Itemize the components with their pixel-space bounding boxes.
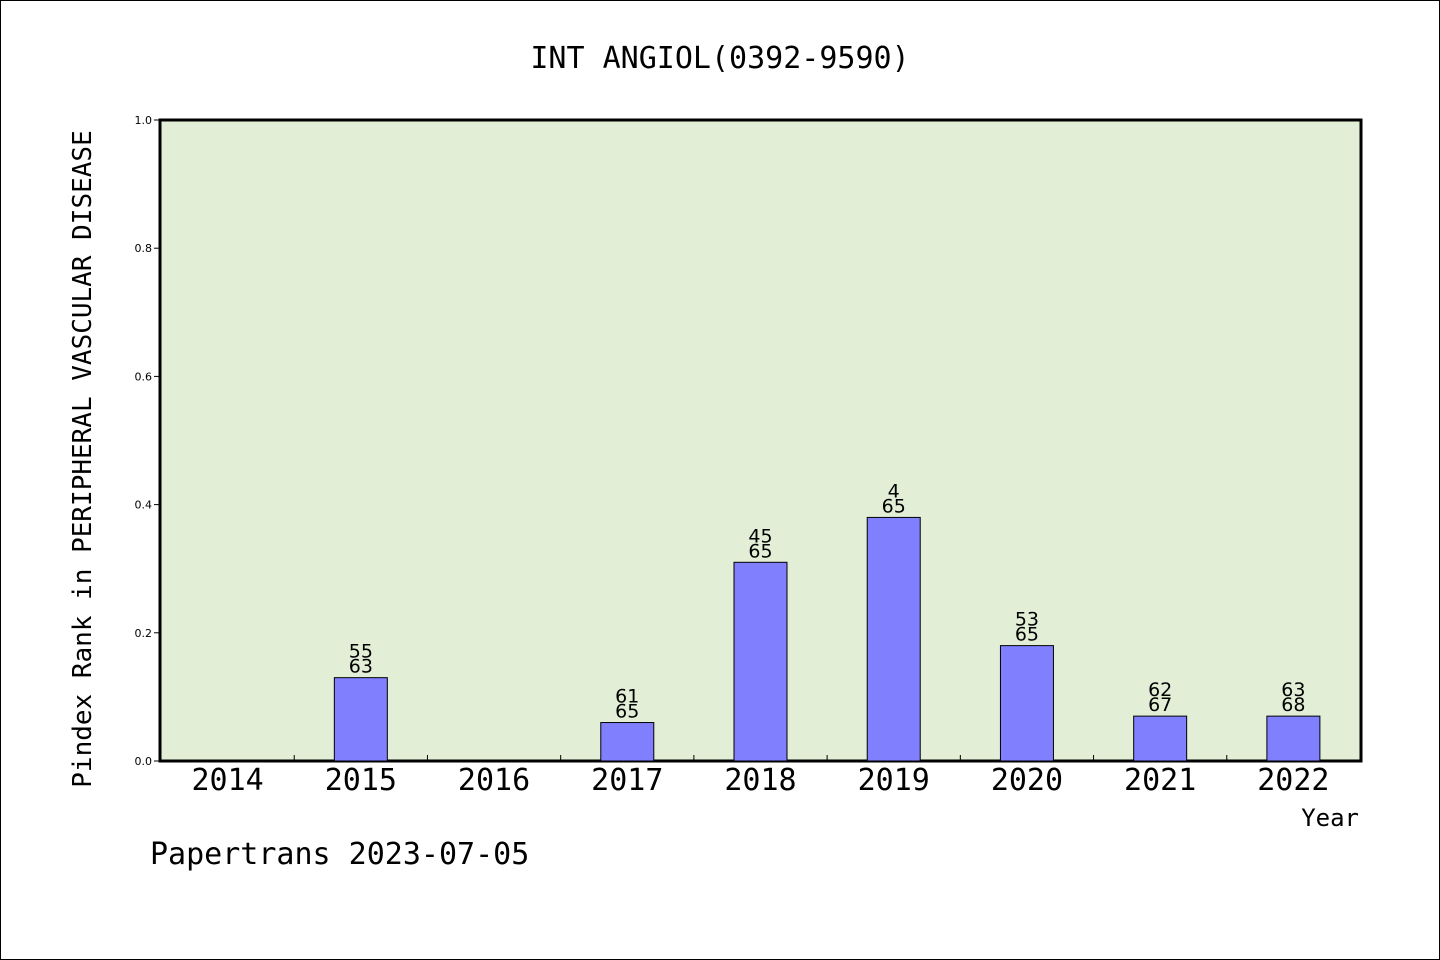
bar (999, 645, 1054, 762)
bar-rank-label: 61 (615, 686, 639, 708)
bar (333, 677, 388, 762)
x-tick-label: 2018 (724, 763, 796, 798)
y-tick-label: 0.2 (135, 627, 153, 640)
bar-total-label: 63 (349, 656, 373, 678)
x-tick-label: 2014 (191, 763, 263, 798)
bar-rank-label: 63 (1281, 679, 1305, 701)
x-tick-label: 2016 (458, 763, 530, 798)
x-axis-label: Year (1301, 804, 1359, 832)
bar-total-label: 65 (748, 540, 772, 562)
bar-total-label: 67 (1148, 694, 1172, 716)
x-tick-label: 2017 (591, 763, 663, 798)
bar-total-label: 65 (1015, 624, 1039, 646)
bar-rank-label: 45 (748, 525, 772, 547)
x-tick-label: 2015 (325, 763, 397, 798)
footer-text: Papertrans 2023-07-05 (150, 837, 529, 872)
bar-rank-label: 55 (349, 641, 373, 663)
bar (866, 516, 921, 762)
bar-rank-label: 62 (1148, 679, 1172, 701)
y-tick-label: 0.8 (135, 242, 153, 255)
y-axis-label: Pindex Rank in PERIPHERAL VASCULAR DISEA… (68, 130, 98, 787)
x-axis: 2014 2015 2016 2017 2018 2019 2020 2021 2022 (191, 755, 1330, 798)
bar-total-label: 65 (615, 701, 639, 723)
x-tick-label: 2020 (991, 763, 1063, 798)
bars (333, 516, 1321, 762)
x-tick-label: 2021 (1124, 763, 1196, 798)
bar-rank-label: 4 (888, 480, 900, 502)
y-tick-label: 0.0 (135, 755, 153, 768)
bar (733, 561, 788, 762)
y-tick-label: 0.6 (135, 370, 153, 383)
bar (600, 722, 655, 762)
y-tick-label: 1.0 (135, 114, 153, 127)
chart-title: INT ANGIOL(0392-9590) (530, 41, 909, 76)
bar-rank-label: 53 (1015, 609, 1039, 631)
bar-total-label: 68 (1281, 694, 1305, 716)
x-tick-label: 2022 (1257, 763, 1329, 798)
x-tick-label: 2019 (858, 763, 930, 798)
bar (1133, 715, 1188, 762)
y-tick-label: 0.4 (135, 499, 153, 512)
y-axis: 0.0 0.2 0.4 0.6 0.8 1.0 (135, 114, 160, 768)
bar (1266, 715, 1321, 762)
bar-total-label: 65 (882, 495, 906, 517)
